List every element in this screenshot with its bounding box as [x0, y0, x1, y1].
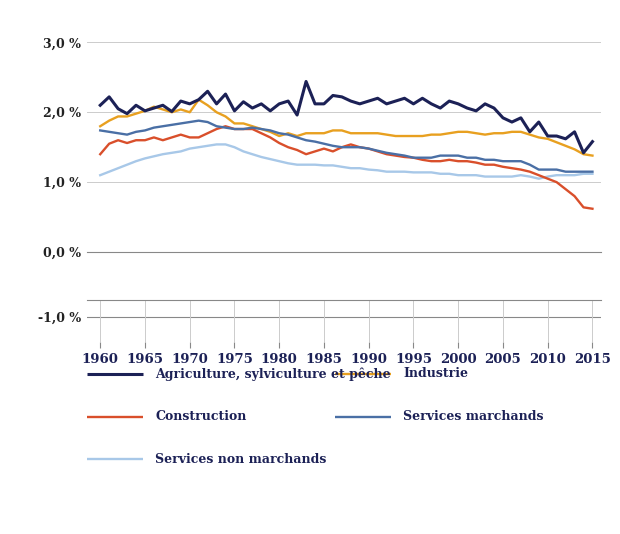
Text: Agriculture, sylviculture et pêche: Agriculture, sylviculture et pêche [155, 367, 391, 381]
Text: Services marchands: Services marchands [403, 410, 544, 423]
Text: Construction: Construction [155, 410, 246, 423]
Text: Industrie: Industrie [403, 367, 468, 380]
Text: Services non marchands: Services non marchands [155, 453, 326, 466]
